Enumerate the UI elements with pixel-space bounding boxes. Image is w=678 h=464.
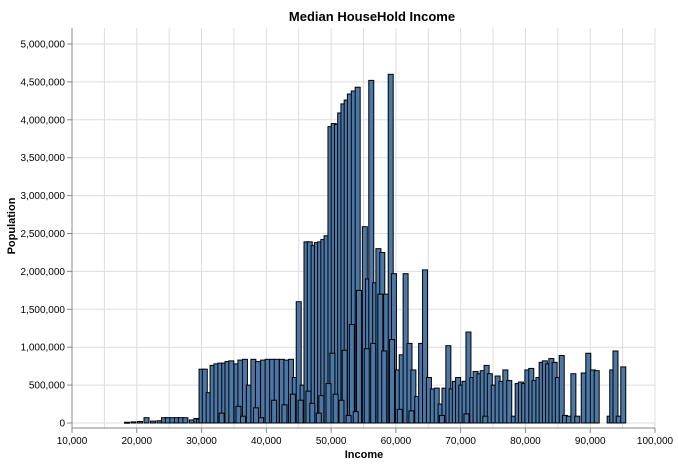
bars <box>124 73 627 424</box>
bar <box>422 269 429 424</box>
bar <box>482 415 489 424</box>
bar <box>240 415 247 424</box>
bar <box>570 373 577 424</box>
bar <box>124 421 131 424</box>
bar <box>355 289 362 424</box>
y-tick-label: 3,000,000 <box>21 191 66 202</box>
y-tick-label: 1,000,000 <box>21 343 66 354</box>
bar <box>271 399 278 424</box>
bar <box>289 393 296 424</box>
x-tick-label: 80,000 <box>510 436 541 447</box>
bar <box>143 417 150 424</box>
x-tick-label: 20,000 <box>121 436 152 447</box>
x-tick-label: 50,000 <box>316 436 347 447</box>
bar <box>381 350 388 424</box>
y-tick-label: 3,500,000 <box>21 153 66 164</box>
y-tick-label: 500,000 <box>29 381 66 392</box>
x-tick-label: 70,000 <box>445 436 476 447</box>
bar <box>370 342 377 424</box>
y-tick-label: 5,000,000 <box>21 40 66 51</box>
y-tick-label: 0 <box>59 419 65 430</box>
bar <box>593 370 600 424</box>
bar <box>352 411 359 424</box>
bar <box>438 414 445 424</box>
chart-title: Median HouseHold Income <box>289 9 455 24</box>
x-tick-label: 100,000 <box>637 436 674 447</box>
bar <box>297 399 304 424</box>
bar <box>345 414 352 424</box>
bar <box>338 399 345 424</box>
bar <box>149 420 156 424</box>
bar <box>463 413 470 424</box>
bar <box>389 339 396 424</box>
bar <box>574 415 581 424</box>
y-tick-label: 2,000,000 <box>21 267 66 278</box>
y-tick-label: 4,000,000 <box>21 115 66 126</box>
bar <box>325 383 332 424</box>
bar <box>396 408 403 424</box>
bar <box>506 380 513 424</box>
y-axis-title: Population <box>6 197 18 254</box>
bar <box>218 412 225 424</box>
bar <box>258 417 265 424</box>
bar <box>137 420 144 424</box>
y-tick-label: 4,500,000 <box>21 77 66 88</box>
bar <box>130 421 137 424</box>
bar <box>315 412 322 424</box>
y-tick-label: 2,500,000 <box>21 229 66 240</box>
x-axis-title: Income <box>345 449 384 461</box>
x-tick-label: 10,000 <box>57 436 88 447</box>
bar <box>309 402 316 424</box>
y-tick-label: 1,500,000 <box>21 305 66 316</box>
bar <box>363 348 370 424</box>
axes: 10,000 20,000 30,000 40,000 50,000 60,000 70,0… <box>21 28 674 447</box>
x-tick-label: 90,000 <box>575 436 606 447</box>
bar <box>612 350 619 424</box>
x-tick-label: 40,000 <box>251 436 282 447</box>
x-tick-label: 60,000 <box>381 436 412 447</box>
x-tick-label: 30,000 <box>186 436 217 447</box>
bar <box>332 393 339 424</box>
bar <box>228 360 235 424</box>
bar <box>252 407 259 424</box>
bar <box>408 410 415 424</box>
bar <box>281 404 288 424</box>
bar <box>445 345 452 424</box>
bar <box>182 417 189 424</box>
bar <box>235 405 242 424</box>
bar <box>341 349 348 424</box>
bar <box>558 355 565 424</box>
bar <box>348 323 355 424</box>
bar <box>620 366 627 424</box>
